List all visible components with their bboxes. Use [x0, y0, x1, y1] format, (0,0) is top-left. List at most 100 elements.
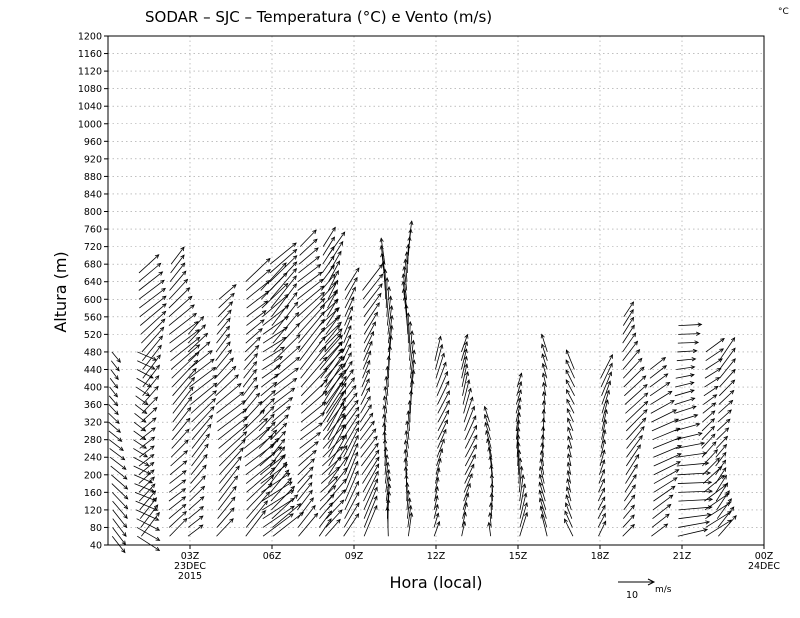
- wind-vector: [462, 502, 468, 519]
- x-tick-label: 06Z: [263, 551, 282, 562]
- wind-vector-head: [445, 380, 450, 386]
- wind-vector: [404, 449, 408, 467]
- wind-vector: [138, 254, 160, 274]
- wind-vector: [567, 445, 572, 458]
- wind-vector-head: [318, 422, 324, 427]
- wind-vector-head: [320, 311, 325, 316]
- wind-vector-head: [601, 478, 605, 484]
- wind-vector: [245, 319, 265, 335]
- wind-vector: [270, 477, 292, 502]
- wind-vector-head: [375, 302, 380, 307]
- wind-vector: [566, 486, 572, 502]
- wind-vector: [322, 446, 343, 467]
- wind-vector-head: [292, 248, 298, 254]
- wind-vector: [169, 329, 200, 353]
- wind-vector: [341, 361, 353, 379]
- wind-vector: [191, 406, 215, 432]
- wind-vector: [539, 482, 546, 502]
- wind-vector: [109, 456, 127, 470]
- wind-vector: [325, 369, 347, 397]
- wind-vector-head: [662, 365, 668, 370]
- wind-vector: [136, 527, 160, 541]
- wind-vector: [409, 331, 413, 361]
- wind-vector: [519, 483, 526, 510]
- wind-vector-head: [117, 437, 123, 442]
- wind-vector: [623, 301, 634, 318]
- wind-vector-head: [308, 481, 313, 487]
- wind-vector: [242, 393, 260, 414]
- wind-vector-head: [328, 502, 334, 507]
- wind-vector: [488, 522, 492, 537]
- wind-vector: [217, 301, 233, 318]
- wind-vector: [242, 385, 259, 405]
- wind-vector: [622, 349, 640, 370]
- wind-vector: [653, 445, 682, 458]
- wind-vector: [141, 407, 157, 423]
- wind-vector: [324, 349, 344, 370]
- wind-vector-head: [281, 430, 286, 436]
- wind-vector-head: [542, 381, 547, 387]
- wind-vector-head: [567, 426, 572, 432]
- wind-vector: [269, 454, 286, 476]
- wind-vector: [363, 341, 373, 361]
- wind-vector: [622, 341, 638, 361]
- wind-vector: [215, 333, 230, 353]
- wind-vector: [539, 490, 547, 511]
- wind-vector: [216, 317, 231, 335]
- wind-vector: [142, 386, 159, 405]
- wind-vector: [704, 493, 729, 511]
- wind-vector: [322, 227, 336, 247]
- wind-vector: [599, 459, 605, 475]
- wind-vector: [269, 462, 287, 484]
- wind-vector-head: [190, 304, 195, 309]
- wind-vector-head: [374, 470, 379, 476]
- wind-vector: [319, 335, 343, 361]
- wind-vector-head: [121, 465, 127, 470]
- wind-vector-head: [354, 460, 359, 466]
- wind-profile: [242, 257, 277, 537]
- wind-vector-head: [355, 491, 360, 497]
- wind-vector: [675, 432, 702, 441]
- wind-vector-head: [366, 387, 370, 392]
- wind-vector-head: [334, 270, 339, 275]
- wind-vector-head: [635, 453, 640, 459]
- wind-vector-head: [143, 400, 149, 406]
- wind-profile: [215, 284, 249, 537]
- wind-vector-head: [523, 502, 528, 507]
- wind-vector-head: [375, 456, 380, 462]
- wind-vector-head: [254, 344, 260, 350]
- wind-vector: [649, 365, 667, 379]
- wind-vector: [704, 377, 720, 388]
- wind-vector: [219, 447, 244, 476]
- reference-value: 10: [626, 590, 638, 601]
- wind-vector-head: [123, 495, 129, 500]
- wind-vector-head: [641, 375, 647, 380]
- wind-vector: [381, 253, 386, 282]
- wind-vector: [299, 336, 326, 370]
- wind-vector: [388, 335, 392, 361]
- wind-vector: [141, 512, 160, 537]
- wind-vector: [405, 440, 409, 458]
- wind-vector-head: [252, 361, 258, 366]
- wind-vector: [675, 382, 694, 388]
- y-tick-label: 1080: [78, 84, 102, 95]
- wind-vector-head: [253, 353, 258, 358]
- wind-vector-head: [637, 357, 643, 363]
- wind-vector-head: [565, 359, 570, 365]
- wind-vector: [597, 496, 606, 511]
- wind-vector: [170, 254, 185, 274]
- wind-vector-head: [271, 389, 276, 395]
- wind-vector: [170, 337, 200, 362]
- y-tick-label: 1120: [78, 67, 102, 78]
- wind-vector-head: [370, 330, 374, 336]
- wind-vector-head: [445, 390, 450, 396]
- wind-vector-head: [155, 511, 160, 517]
- wind-vector: [140, 417, 157, 432]
- wind-vector-head: [720, 474, 725, 480]
- wind-vector: [142, 375, 160, 397]
- wind-vector: [359, 420, 375, 440]
- wind-vector: [434, 486, 438, 502]
- wind-vector: [187, 316, 204, 335]
- wind-vector: [543, 382, 547, 396]
- wind-vector-head: [207, 423, 212, 429]
